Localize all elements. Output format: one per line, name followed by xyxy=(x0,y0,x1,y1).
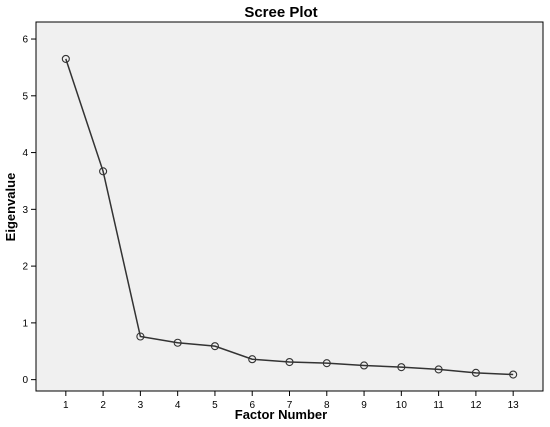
eigenvalue-line xyxy=(65,58,514,376)
data-point-6 xyxy=(248,355,257,364)
x-tick-label: 7 xyxy=(287,400,293,411)
data-point-5 xyxy=(210,342,219,351)
y-tick-label: 4 xyxy=(22,148,28,159)
plot-area xyxy=(35,21,544,392)
data-point-10 xyxy=(397,363,406,372)
y-axis-label: Eigenvalue xyxy=(3,173,18,242)
data-point-11 xyxy=(434,365,443,374)
data-point-8 xyxy=(322,359,331,368)
data-point-1 xyxy=(61,54,70,63)
x-tick-label: 13 xyxy=(508,400,520,411)
y-tick-label: 6 xyxy=(22,35,28,46)
data-point-2 xyxy=(99,167,108,176)
data-point-9 xyxy=(360,361,369,370)
data-point-4 xyxy=(173,338,182,347)
x-tick-label: 2 xyxy=(100,400,106,411)
data-point-7 xyxy=(285,357,294,367)
y-tick-label: 1 xyxy=(22,318,28,329)
x-tick-label: 9 xyxy=(361,400,367,411)
data-markers xyxy=(61,54,518,379)
x-tick-label: 11 xyxy=(433,400,444,411)
x-tick-label: 4 xyxy=(175,400,181,411)
data-point-13 xyxy=(509,370,518,379)
x-tick-label: 10 xyxy=(396,400,408,411)
x-tick-label: 1 xyxy=(63,400,69,411)
y-tick-label: 0 xyxy=(22,375,28,386)
chart-title: Scree Plot xyxy=(244,4,317,21)
x-tick-label: 3 xyxy=(138,400,144,411)
y-tick-label: 3 xyxy=(22,205,28,216)
x-tick-label: 5 xyxy=(212,400,218,411)
data-point-12 xyxy=(471,368,480,377)
y-axis: 0 1 2 3 4 5 6 xyxy=(22,35,36,386)
y-tick-label: 2 xyxy=(22,262,28,273)
x-axis-label: Factor Number xyxy=(235,407,327,422)
x-axis: 1 2 3 4 5 6 7 8 9 10 11 12 13 xyxy=(63,391,519,411)
x-tick-label: 6 xyxy=(249,400,255,411)
y-tick-label: 5 xyxy=(22,91,28,102)
x-tick-label: 8 xyxy=(324,400,330,411)
data-point-3 xyxy=(136,332,145,341)
x-tick-label: 12 xyxy=(470,400,482,411)
